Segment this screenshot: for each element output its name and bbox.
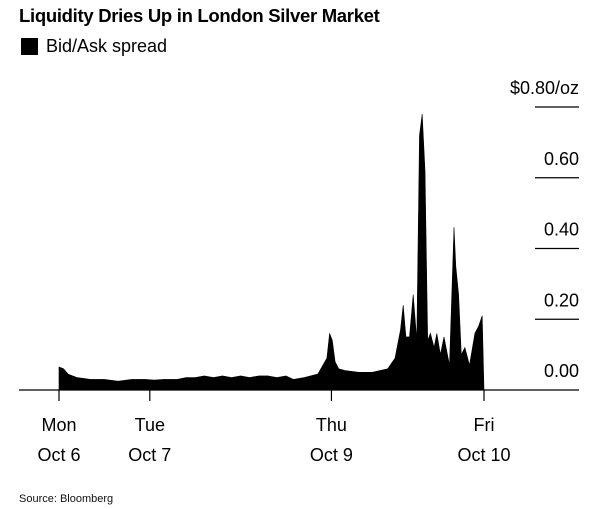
y-tick-label-3: 0.20	[544, 290, 579, 310]
y-tick-label-0: $0.80/oz	[510, 78, 579, 98]
x-tick-day-0: Mon	[41, 415, 76, 435]
legend-label-bid-ask-spread: Bid/Ask spread	[46, 35, 168, 56]
x-tick-date-3: Oct 10	[457, 445, 510, 465]
x-tick-date-0: Oct 6	[37, 445, 80, 465]
y-tick-label-4: 0.00	[544, 361, 579, 381]
area-layer	[58, 114, 485, 391]
series-area-0	[58, 114, 485, 391]
x-tick-date-1: Oct 7	[128, 445, 171, 465]
y-tick-label-1: 0.60	[544, 149, 579, 169]
x-tick-day-2: Thu	[316, 415, 347, 435]
source-note: Source: Bloomberg	[19, 493, 114, 505]
x-tick-labels: Mon Oct 6 Tue Oct 7 Thu Oct 9 Fri Oct 10	[37, 390, 511, 465]
y-tick-labels: $0.80/oz 0.60 0.40 0.20 0.00	[510, 78, 579, 381]
y-tick-label-2: 0.40	[544, 220, 579, 240]
x-tick-day-1: Tue	[135, 415, 165, 435]
gridlines	[535, 106, 579, 320]
x-tick-day-3: Fri	[474, 415, 495, 435]
x-tick-date-2: Oct 9	[310, 445, 353, 465]
chart-title: Liquidity Dries Up in London Silver Mark…	[19, 5, 380, 26]
legend: Bid/Ask spread	[21, 36, 167, 56]
legend-swatch-bid-ask-spread	[21, 37, 38, 55]
